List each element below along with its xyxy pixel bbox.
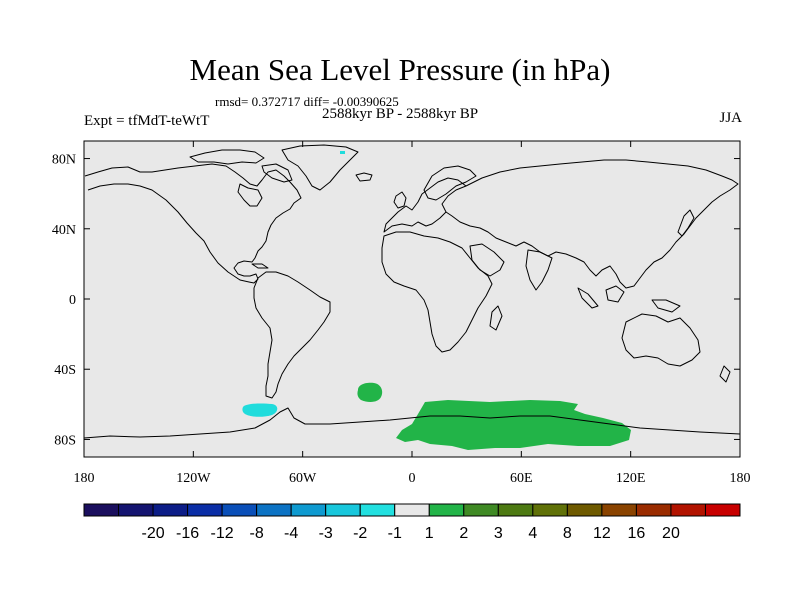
- coast-south-america: [253, 271, 331, 399]
- coast-greenland: [281, 144, 359, 191]
- coast-madagascar: [489, 305, 503, 331]
- weddell-sea-anomaly-region: [242, 403, 278, 417]
- lon-tick-label: 120W: [176, 471, 211, 486]
- lat-tick-label: 80N: [52, 153, 76, 168]
- coast-australia: [621, 313, 701, 367]
- lat-tick-label: 80S: [54, 433, 76, 448]
- lat-tick-label: 0: [69, 293, 76, 308]
- coast-britain: [393, 191, 407, 209]
- coast-japan: [677, 209, 695, 237]
- coast-arabia: [469, 243, 505, 277]
- rmsd-diff-stats: rmsd= 0.372717 diff= -0.00390625: [215, 94, 399, 109]
- lon-tick-label: 60E: [510, 471, 533, 486]
- coast-iceland: [355, 172, 373, 182]
- lon-tick-label: 120E: [616, 471, 646, 486]
- south-atlantic-anomaly-region: [357, 382, 383, 402]
- lon-tick-label: 180: [74, 471, 95, 486]
- coast-new-guinea: [651, 299, 681, 313]
- latitude-axis: 80N 40N 0 40S 80S: [52, 153, 740, 448]
- coast-baffin: [261, 163, 293, 183]
- lon-tick-label: 180: [730, 471, 751, 486]
- coast-antarctica: [84, 407, 740, 439]
- coast-india: [525, 249, 553, 291]
- coast-new-zealand: [719, 365, 731, 383]
- coast-africa: [381, 231, 493, 353]
- coast-asia: [445, 159, 739, 289]
- map-title: Mean Sea Level Pressure (in hPa): [189, 52, 611, 87]
- coast-hudson-bay: [237, 183, 263, 207]
- antarctic-anomaly-region: [396, 400, 631, 450]
- coast-scandinavia: [423, 165, 477, 201]
- season-label: JJA: [719, 110, 742, 126]
- time-range-subtitle: 2588kyr BP - 2588kyr BP: [322, 106, 479, 122]
- coast-arctic-islands: [189, 149, 265, 165]
- lon-tick-label: 0: [409, 471, 416, 486]
- coastlines: [84, 144, 740, 439]
- coast-borneo: [605, 285, 625, 303]
- longitude-axis: 180 120W 60W 0 60E 120E 180: [74, 141, 751, 486]
- coast-sumatra: [577, 287, 599, 309]
- lat-tick-label: 40S: [54, 363, 76, 378]
- lon-tick-label: 60W: [289, 471, 317, 486]
- map-background: [84, 141, 740, 457]
- coast-north-america: [84, 163, 302, 284]
- lat-tick-label: 40N: [52, 223, 76, 238]
- arctic-anomaly-region: [340, 151, 345, 154]
- coast-cuba: [251, 263, 269, 269]
- experiment-label: Expt = tfMdT-teWtT: [84, 113, 210, 129]
